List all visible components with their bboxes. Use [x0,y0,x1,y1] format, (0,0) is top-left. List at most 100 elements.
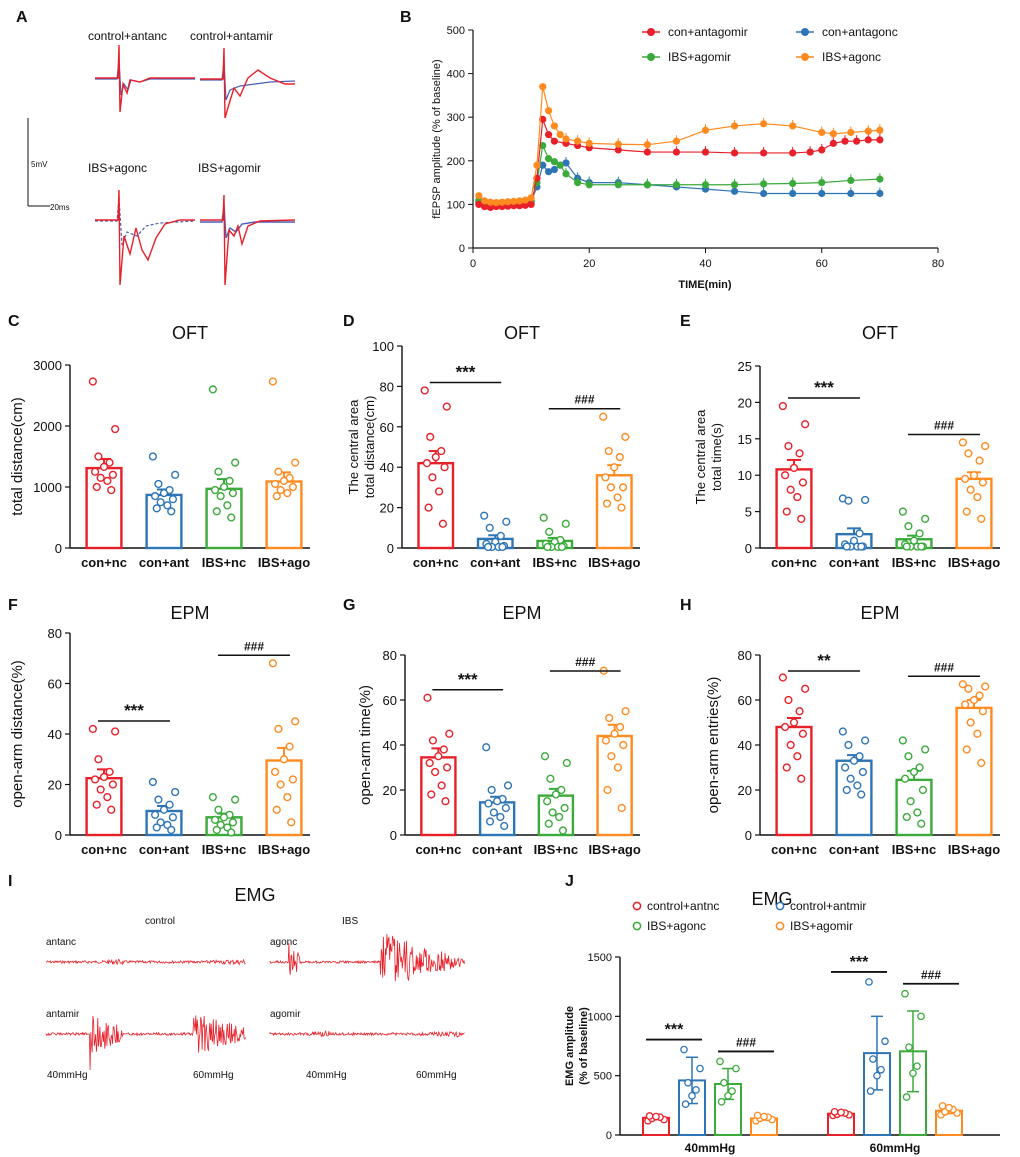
bar-y-tick-label: 0 [55,828,62,843]
bar-data-point [918,785,928,795]
bar-data-point [105,767,114,776]
bar-data-point [958,680,967,689]
emg-pressure-60-ibs: 60mmHg [416,1070,457,1081]
emg-trace [45,1015,246,1071]
j-data-point [881,1037,889,1046]
bar-data-point [621,707,630,716]
bar-category-label: IBS+nc [202,555,246,570]
emg-label-antanc: antanc [46,937,76,948]
bar-IBS+ago [955,706,993,837]
bar-data-point [103,793,112,802]
bar-data-point [208,793,217,802]
bar-data-point [958,438,967,447]
bar-data-point [291,717,300,726]
j-legend-marker [632,901,642,911]
b-data-point [492,199,500,207]
emg-label-antamir: antamir [46,1009,80,1020]
bar-data-point [842,542,851,551]
bar-data-point [795,449,804,458]
bar-data-point [801,420,810,429]
bar-data-point [782,507,791,516]
bar-data-point [784,441,793,451]
bar-data-point [107,485,116,495]
bar-data-point [619,740,628,750]
bar-data-point [485,523,494,532]
b-data-point [475,200,483,208]
j-significance-marker: *** [850,954,869,971]
bar-data-point [603,785,612,795]
b-data-point [544,168,553,176]
panel-label-h: H [680,597,692,614]
epm-distance-chart: EPM 0 20 40 60 80 open-arm distance(%) con+nc co… [9,603,310,857]
emg-label-agonc: agonc [270,937,297,948]
bar-data-point [208,385,217,394]
bar-data-point [960,474,970,483]
bar-y-tick-label: 20 [380,501,394,516]
b-data-point [574,179,582,187]
b-data-point [527,200,535,208]
bar-chart-title: EPM [860,603,899,623]
panel-label-i: I [8,873,12,890]
bar-data-point [439,745,448,754]
bar-data-point [150,810,160,819]
bar-data-point [797,514,806,523]
bar-y-tick-label: 3000 [33,358,62,373]
j-legend-label: IBS+agomir [790,919,853,933]
bar-data-point [210,485,220,495]
bar-data-point [975,691,984,700]
j-data-point [652,1112,660,1121]
b-data-point [672,181,681,189]
bar-data-point [489,808,498,817]
b-data-point [550,137,558,145]
trace-label-ibs-agonc: IBS+agonc [88,161,147,175]
j-data-point [913,1062,921,1071]
bar-data-point [487,785,496,795]
b-data-point [789,189,797,198]
b-data-point [643,141,651,149]
j-significance-marker: ### [736,1035,756,1049]
b-data-point [829,130,837,138]
trace-control-antanc-red [95,44,195,113]
bar-data-point [780,722,790,732]
bar-data-point [288,482,298,492]
bar-data-point [270,479,280,489]
bar-data-point [276,485,285,495]
panel-label-c: C [8,313,20,330]
bar-data-point [503,781,513,790]
bar-y-axis-label: open-arm time(%) [357,685,374,805]
bar-data-point [544,819,553,828]
b-data-point [562,135,570,143]
bar-data-point [605,713,614,723]
bar-data-point [613,763,622,772]
scalebar-v-label: 5mV [31,160,48,169]
bar-data-point [227,828,236,837]
b-data-point [533,161,541,169]
j-data-point [917,1012,925,1021]
significance-marker: ### [244,639,264,653]
bar-y-axis-label: total distance(cm) [362,396,377,499]
trace-ibs-agomir-red [200,194,296,286]
bar-data-point [482,743,491,752]
j-data-point [877,1065,885,1074]
b-data-point [701,126,710,134]
bar-data-point [973,729,982,738]
bar-data-point [111,727,120,736]
j-data-point [753,1111,762,1120]
b-data-point [730,181,739,189]
bar-data-point [904,522,913,531]
bar-data-point [437,781,446,790]
bar-data-point [212,825,221,835]
bar-data-point [268,659,277,668]
bar-data-point [228,818,238,827]
bar-data-point [163,501,172,510]
bar-data-point [778,673,787,682]
bar-data-point [291,458,300,467]
bar-data-point [798,478,808,487]
b-data-point [847,189,855,198]
j-data-point [696,1064,704,1073]
bar-data-point [560,803,569,813]
bar-data-point [858,767,868,777]
bar-category-label: con+nc [413,555,459,570]
bar-data-point [225,476,234,486]
b-legend-label: con+antagonc [822,25,898,39]
